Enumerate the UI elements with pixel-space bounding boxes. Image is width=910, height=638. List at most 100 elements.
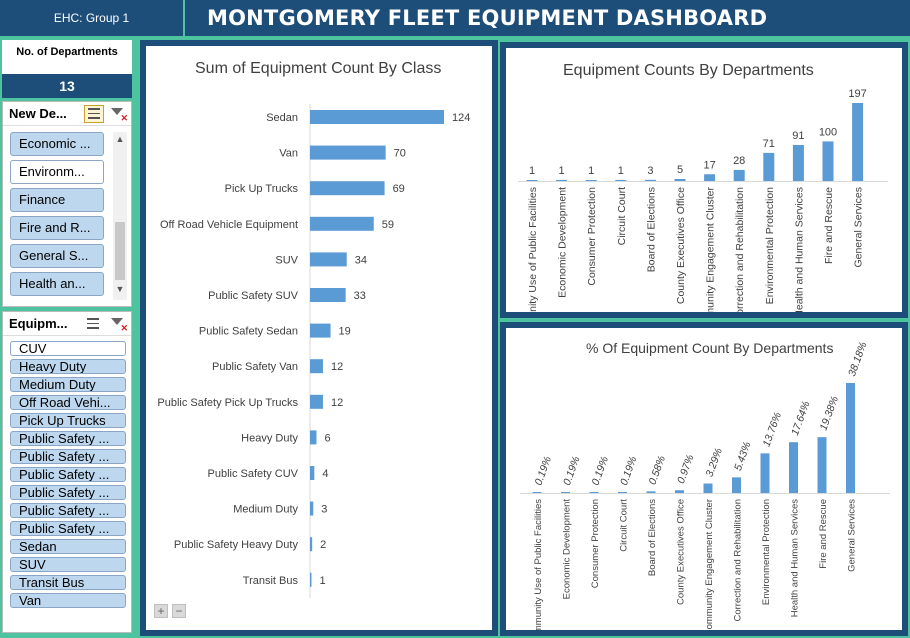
equipment-slicer-item[interactable]: Public Safety ... [10, 449, 126, 464]
equipment-slicer-item[interactable]: Van [10, 593, 126, 608]
bar-value-label: 19 [339, 326, 351, 338]
bar-value-label: 0.19% [533, 455, 554, 487]
clear-filter-icon[interactable] [110, 316, 128, 334]
category-label: Transit Bus [243, 575, 299, 587]
department-slicer-item[interactable]: Economic ... [10, 132, 104, 156]
zoom-in-button[interactable]: + [154, 604, 168, 618]
slicer-scrollbar[interactable]: ▲ ▼ [113, 132, 127, 300]
dept-count-bar [822, 141, 834, 181]
bar-value-label: 1 [559, 165, 565, 177]
category-label: Health and Human Services [793, 187, 805, 312]
scroll-up-icon[interactable]: ▲ [115, 134, 125, 144]
dept-count-bar [792, 144, 804, 181]
bar-value-label: 5.43% [732, 440, 753, 472]
dept-percent-bar [789, 442, 798, 493]
category-label: Pick Up Trucks [225, 183, 299, 195]
category-label: Health and Human Services [790, 499, 801, 618]
multi-select-icon[interactable] [84, 315, 104, 333]
equipment-slicer-item[interactable]: Public Safety ... [10, 431, 126, 446]
category-label: Van [279, 148, 298, 160]
equipment-slicer-header: Equipm... [3, 312, 131, 336]
bar-value-label: 4 [322, 468, 328, 480]
bar-value-label: 17 [703, 159, 715, 171]
equipment-slicer: Equipm... CUV Heavy Duty Medium Duty Off Ro… [2, 311, 132, 633]
department-slicer-item[interactable]: General S... [10, 244, 104, 268]
equipment-slicer-item[interactable]: Public Safety ... [10, 485, 126, 500]
bar-value-label: 70 [394, 148, 406, 160]
bar-value-label: 1 [529, 165, 535, 177]
dept-count-bar [644, 179, 656, 181]
category-label: Public Safety Pick Up Trucks [157, 397, 298, 409]
category-label: Fire and Rescue [818, 499, 829, 569]
scroll-thumb[interactable] [115, 222, 125, 280]
equipment-slicer-item[interactable]: Heavy Duty [10, 359, 126, 374]
class-chart-panel: Sum of Equipment Count By Class Sedan 124… [140, 40, 498, 636]
bar-value-label: 59 [382, 219, 394, 231]
dept-count-chart-title: Equipment Counts By Departments [563, 62, 814, 79]
bar-value-label: 91 [792, 130, 804, 142]
zoom-out-button[interactable]: − [172, 604, 186, 618]
clear-filter-icon[interactable] [110, 106, 128, 124]
category-label: Community Engagement Cluster [704, 499, 715, 630]
dept-percent-chart-title: % Of Equipment Count By Departments [586, 340, 834, 356]
equipment-slicer-item[interactable]: Off Road Vehi... [10, 395, 126, 410]
sidebar: No. of Departments 13 New De... Economic… [0, 38, 134, 638]
dept-count-bar-chart: 1 Community Use of Public Facilities 1 Econ… [518, 88, 888, 312]
class-bar [310, 359, 323, 374]
bar-value-label: 0.19% [618, 455, 639, 487]
class-bar [310, 394, 323, 409]
dept-count-bar [763, 152, 775, 181]
category-label: Environmental Protection [761, 499, 772, 605]
equipment-slicer-item[interactable]: Medium Duty [10, 377, 126, 392]
dept-percent-bar [703, 483, 713, 493]
bar-value-label: 19.38% [818, 395, 841, 433]
category-label: Economic Development [562, 499, 573, 600]
equipment-slicer-item[interactable]: Public Safety ... [10, 503, 126, 518]
equipment-slicer-item[interactable]: SUV [10, 557, 126, 572]
bar-value-label: 3 [321, 504, 327, 516]
bar-value-label: 1 [320, 575, 326, 587]
equipment-slicer-item[interactable]: Transit Bus [10, 575, 126, 590]
equipment-slicer-item[interactable]: Sedan [10, 539, 126, 554]
category-label: Medium Duty [233, 504, 298, 516]
category-label: Correction and Rehabilitation [734, 187, 746, 312]
department-slicer-title: New De... [9, 106, 67, 121]
class-bar [310, 537, 313, 552]
equipment-slicer-item[interactable]: Public Safety ... [10, 521, 126, 536]
bar-value-label: 13.76% [761, 411, 784, 449]
bar-value-label: 5 [677, 164, 683, 176]
bar-value-label: 3.29% [704, 446, 725, 478]
department-slicer-item[interactable]: Finance [10, 188, 104, 212]
dept-percent-bar-chart: 0.19% Community Use of Public Facilities 0… [520, 340, 890, 630]
department-slicer-item[interactable]: Fire and R... [10, 216, 104, 240]
bar-value-label: 0.19% [590, 455, 611, 487]
category-label: SUV [275, 254, 298, 266]
bar-value-label: 1 [618, 165, 624, 177]
class-bar [310, 216, 374, 231]
equipment-slicer-item[interactable]: Public Safety ... [10, 467, 126, 482]
category-label: County Executives Office [676, 499, 687, 605]
class-bar [310, 145, 386, 160]
scroll-down-icon[interactable]: ▼ [115, 284, 125, 294]
multi-select-icon[interactable] [84, 104, 104, 123]
class-bar [310, 572, 312, 587]
bar-value-label: 17.64% [789, 400, 812, 438]
dept-percent-bar [732, 477, 741, 493]
dept-count-bar [556, 180, 568, 181]
category-label: Correction and Rehabilitation [733, 499, 744, 622]
bar-value-label: 3 [647, 165, 653, 177]
category-label: Off Road Vehicle Equipment [160, 219, 298, 231]
class-bar [310, 110, 444, 124]
category-label: Public Safety SUV [208, 290, 299, 302]
department-slicer: New De... Economic ... Environm... Finance… [2, 101, 132, 307]
equipment-slicer-item[interactable]: CUV [10, 341, 126, 356]
equipment-slicer-item[interactable]: Pick Up Trucks [10, 413, 126, 428]
dashboard-title: MONTGOMERY FLEET EQUIPMENT DASHBOARD [185, 0, 910, 36]
class-bar [310, 252, 347, 267]
bar-value-label: 12 [331, 397, 343, 409]
department-slicer-item[interactable]: Health an... [10, 272, 104, 296]
dept-percent-bar [675, 490, 684, 493]
group-label: EHC: Group 1 [0, 0, 183, 36]
department-slicer-item[interactable]: Environm... [10, 160, 104, 184]
